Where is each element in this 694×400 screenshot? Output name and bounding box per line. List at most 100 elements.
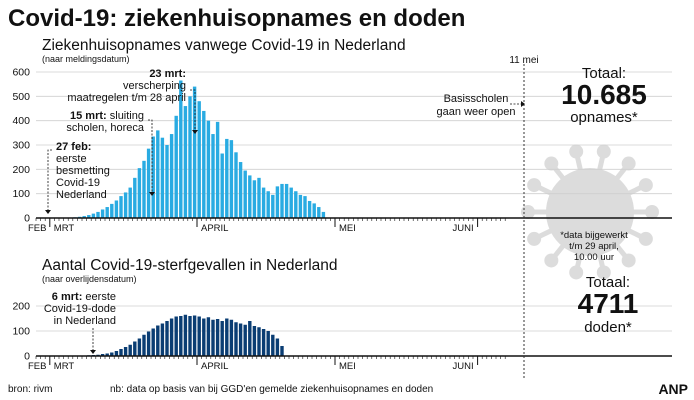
schools-line1: Basisscholen [444, 93, 509, 105]
virus-spike-tip [638, 231, 653, 246]
annotation-15-mrt-line2: scholen, horeca [66, 122, 145, 134]
annotation-27-feb-date: 27 feb: [56, 141, 91, 153]
bar [206, 120, 211, 218]
bar [317, 207, 321, 218]
bar [188, 316, 192, 356]
footer-note: nb: data op basis van bij GGD'en gemelde… [110, 384, 433, 395]
annotation-15-mrt-date: 15 mrt: [70, 110, 107, 122]
schools-arrow-head [521, 101, 525, 107]
bar [128, 187, 132, 218]
bar [169, 134, 174, 218]
bar [188, 96, 192, 218]
chart2-y-axis: 0 100 200 [12, 301, 30, 363]
y-tick-label: 200 [12, 301, 30, 313]
bar [238, 162, 243, 218]
bar [197, 316, 201, 356]
x-tick-label: MRT [54, 361, 75, 372]
bar [197, 101, 201, 218]
x-tick-label: JUNI [452, 361, 473, 372]
bar [87, 215, 91, 218]
x-tick-label: APRIL [201, 223, 228, 234]
chart1-y-axis: 0 100 200 300 400 500 600 [12, 67, 30, 225]
admissions-total-label: Totaal: [582, 65, 626, 82]
bar [211, 319, 215, 356]
bar [303, 196, 307, 218]
bar [257, 327, 261, 356]
annotation-6-mrt-date: 6 mrt: [52, 291, 83, 303]
bar [248, 175, 252, 218]
annotation-15-mrt-text: sluiting [110, 110, 144, 122]
bar [137, 338, 142, 356]
bar [229, 319, 234, 356]
bar [220, 321, 224, 356]
chart1-x-axis: FEB MRT APRIL MEI JUNI [28, 217, 672, 234]
bar [128, 344, 132, 356]
bar [280, 183, 284, 218]
virus-spike-tip [638, 178, 653, 193]
annotation-15-mrt-leader [148, 119, 153, 192]
bar [105, 353, 109, 356]
footnote-line3: 10.00 uur [574, 252, 614, 263]
bar [151, 136, 155, 218]
bar [179, 316, 183, 356]
annotation-15-mrt: 15 mrt: sluiting scholen, horeca [66, 110, 155, 196]
anp-logo: ANP [658, 381, 688, 397]
svg-text:15 mrt: sluiting: 15 mrt: sluiting [70, 110, 144, 122]
bar [174, 115, 178, 218]
virus-body [546, 168, 634, 256]
deaths-total-label: Totaal: [586, 274, 630, 291]
chart2-x-axis: FEB MRT APRIL MEI JUNI [28, 355, 672, 372]
bar [252, 180, 257, 218]
bar [119, 196, 123, 218]
bar [165, 145, 169, 218]
virus-spike-tip [544, 253, 559, 268]
bar [275, 338, 280, 356]
x-tick-label: MRT [54, 223, 75, 234]
bar [179, 80, 183, 219]
bar [183, 314, 188, 356]
annotation-6-mrt: 6 mrt: eerste Covid-19-dode in Nederland [44, 291, 116, 354]
bar [229, 140, 234, 218]
bar [243, 170, 247, 218]
bar [271, 194, 275, 218]
bar [146, 148, 151, 218]
bar [91, 213, 96, 218]
annotation-23-mrt-line3: maatregelen t/m 28 april [67, 92, 186, 104]
y-tick-label: 0 [24, 351, 30, 363]
virus-icon [521, 144, 659, 280]
annotation-6-mrt-arrowhead [90, 350, 96, 354]
footnote-line2: t/m 29 april, [569, 241, 619, 252]
chart2-title: Aantal Covid-19-sterfgevallen in Nederla… [42, 257, 338, 274]
y-tick-label: 0 [24, 213, 30, 225]
bar [123, 347, 128, 356]
deaths-total-unit: doden* [584, 319, 632, 336]
virus-spike-tip [645, 205, 659, 219]
chart2-bars [73, 314, 284, 356]
footnote-line1: *data bijgewerkt [560, 230, 628, 241]
chart2-gridlines [36, 305, 672, 332]
bar [156, 130, 160, 218]
bar [151, 328, 155, 356]
bar [105, 207, 109, 218]
y-tick-label: 600 [12, 67, 30, 79]
y-tick-label: 100 [12, 188, 30, 200]
bar [261, 187, 266, 218]
bar [215, 121, 220, 218]
annotation-23-mrt: 23 mrt: verscherping maatregelen t/m 28 … [67, 68, 198, 134]
annotation-27-feb-line5: Nederland [56, 189, 107, 201]
bar [238, 323, 243, 356]
bar [174, 316, 178, 356]
bar [123, 192, 128, 218]
virus-spike-tip [521, 205, 535, 219]
admissions-total-unit: opnames* [570, 109, 638, 126]
virus-spike-tip [527, 178, 542, 193]
virus-spike-tip [596, 144, 611, 159]
bar [307, 200, 312, 218]
bar [257, 177, 261, 218]
bar [252, 326, 257, 356]
bar [82, 216, 86, 218]
chart1-gridlines [36, 71, 672, 195]
bar [96, 211, 100, 218]
chart2-subtitle: (naar overlijdensdatum) [42, 274, 137, 284]
x-tick-label: APRIL [201, 361, 228, 372]
